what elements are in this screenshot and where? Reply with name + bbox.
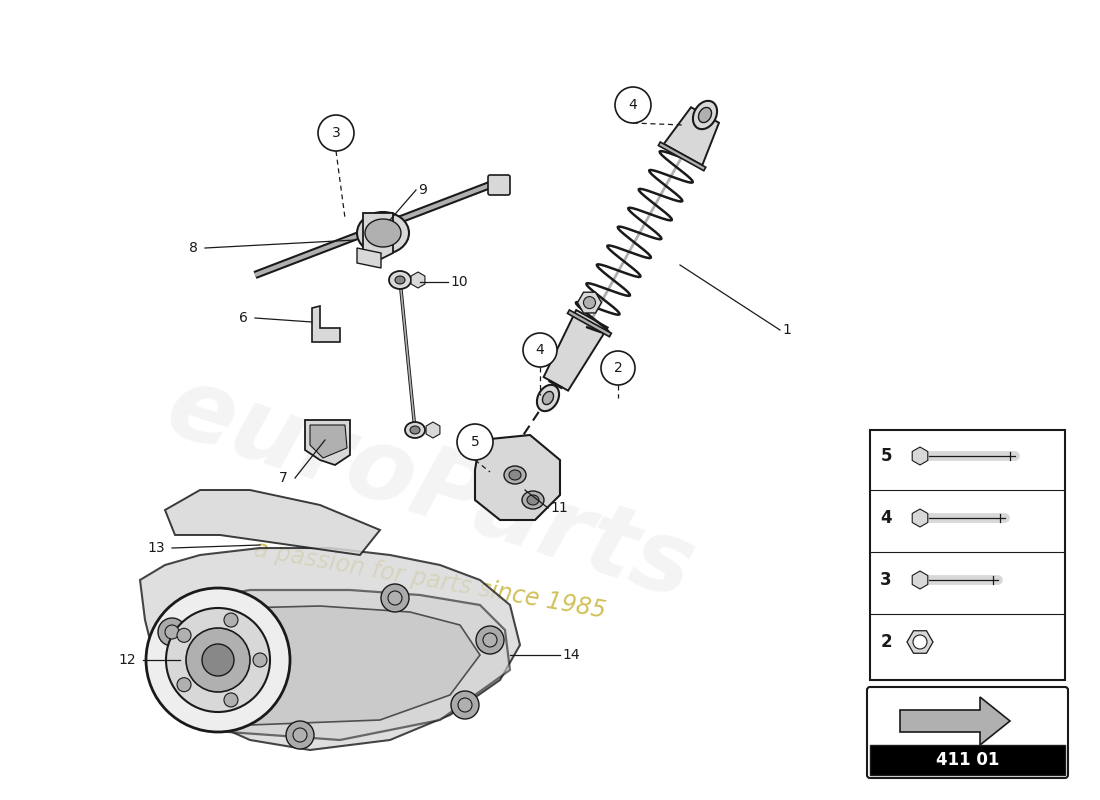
Text: 4: 4: [880, 509, 892, 527]
Circle shape: [615, 87, 651, 123]
Ellipse shape: [405, 422, 425, 438]
Text: 7: 7: [279, 471, 288, 485]
Polygon shape: [312, 306, 340, 342]
Text: 14: 14: [562, 648, 580, 662]
Text: 12: 12: [119, 653, 136, 667]
Polygon shape: [310, 425, 346, 458]
Text: 5: 5: [471, 435, 480, 449]
Polygon shape: [305, 420, 350, 465]
Circle shape: [146, 588, 290, 732]
Ellipse shape: [365, 219, 402, 247]
Text: 4: 4: [628, 98, 637, 112]
Circle shape: [165, 625, 179, 639]
Text: 1: 1: [782, 323, 791, 337]
FancyBboxPatch shape: [870, 430, 1065, 680]
FancyBboxPatch shape: [867, 687, 1068, 778]
Circle shape: [913, 635, 927, 649]
Polygon shape: [475, 435, 560, 520]
Polygon shape: [912, 509, 927, 527]
Ellipse shape: [410, 426, 420, 434]
Ellipse shape: [537, 385, 559, 411]
Circle shape: [451, 691, 478, 719]
Polygon shape: [663, 107, 719, 166]
Circle shape: [601, 351, 635, 385]
Text: 11: 11: [550, 501, 568, 515]
Text: a passion for parts since 1985: a passion for parts since 1985: [252, 537, 608, 623]
Polygon shape: [658, 142, 706, 170]
Text: 6: 6: [239, 311, 248, 325]
Ellipse shape: [527, 495, 539, 505]
Polygon shape: [912, 571, 927, 589]
Polygon shape: [411, 272, 425, 288]
Polygon shape: [908, 630, 933, 654]
Text: 8: 8: [189, 241, 198, 255]
Circle shape: [318, 115, 354, 151]
Circle shape: [381, 584, 409, 612]
Circle shape: [177, 628, 191, 642]
Ellipse shape: [504, 466, 526, 484]
Circle shape: [456, 424, 493, 460]
Ellipse shape: [509, 470, 521, 480]
Text: 4: 4: [536, 343, 544, 357]
Text: 13: 13: [147, 541, 165, 555]
Polygon shape: [363, 213, 393, 261]
Circle shape: [158, 618, 186, 646]
Text: 3: 3: [880, 571, 892, 589]
Circle shape: [476, 626, 504, 654]
Circle shape: [186, 628, 250, 692]
Polygon shape: [165, 490, 380, 555]
Polygon shape: [155, 590, 510, 740]
Polygon shape: [358, 248, 381, 268]
Ellipse shape: [542, 391, 553, 405]
Circle shape: [202, 644, 234, 676]
Circle shape: [286, 721, 313, 749]
Ellipse shape: [522, 491, 544, 509]
Text: 5: 5: [880, 447, 892, 465]
Circle shape: [224, 613, 238, 627]
Ellipse shape: [395, 276, 405, 284]
Circle shape: [253, 653, 267, 667]
Polygon shape: [180, 606, 480, 725]
Ellipse shape: [693, 101, 717, 129]
Circle shape: [388, 591, 401, 605]
Polygon shape: [568, 310, 612, 337]
Circle shape: [483, 633, 497, 647]
Text: 9: 9: [418, 183, 427, 197]
Circle shape: [224, 693, 238, 707]
Text: 2: 2: [880, 633, 892, 651]
Circle shape: [458, 698, 472, 712]
Polygon shape: [549, 381, 562, 388]
Text: 411 01: 411 01: [936, 751, 999, 769]
Circle shape: [177, 678, 191, 692]
Circle shape: [166, 608, 270, 712]
Polygon shape: [140, 548, 520, 750]
Ellipse shape: [358, 212, 409, 254]
Polygon shape: [426, 422, 440, 438]
Polygon shape: [543, 310, 607, 390]
Circle shape: [293, 728, 307, 742]
Circle shape: [522, 333, 557, 367]
FancyBboxPatch shape: [870, 745, 1065, 775]
Text: 2: 2: [614, 361, 623, 375]
Text: euroParts: euroParts: [154, 359, 706, 621]
FancyBboxPatch shape: [488, 175, 510, 195]
Text: 3: 3: [331, 126, 340, 140]
Circle shape: [583, 297, 595, 309]
Polygon shape: [912, 447, 927, 465]
Polygon shape: [578, 292, 602, 313]
Text: 10: 10: [450, 275, 468, 289]
Ellipse shape: [698, 107, 712, 122]
Ellipse shape: [389, 271, 411, 289]
Polygon shape: [900, 697, 1010, 745]
